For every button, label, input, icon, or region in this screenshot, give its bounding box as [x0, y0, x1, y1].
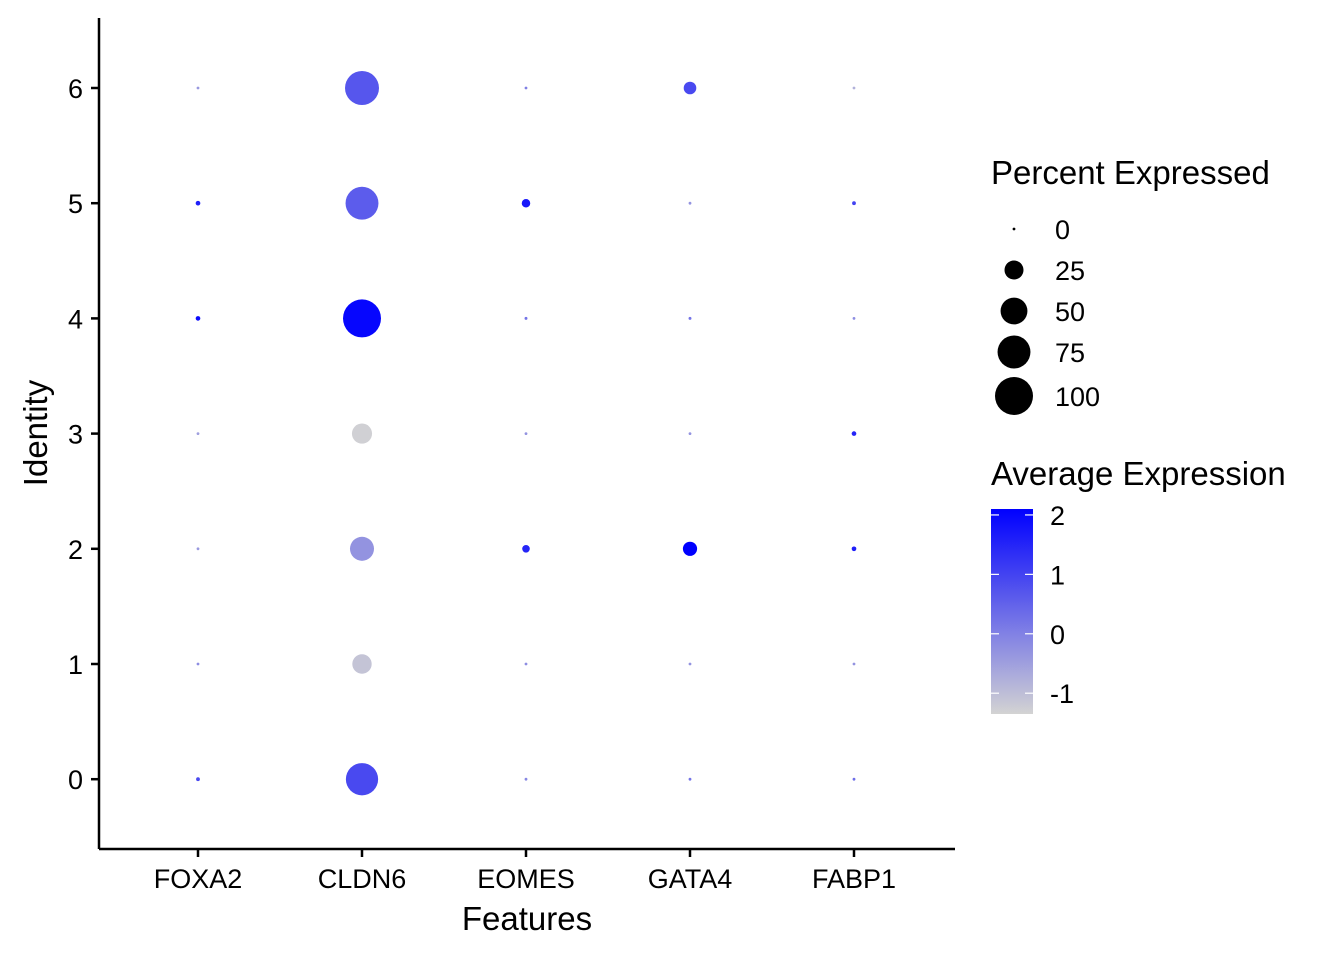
dot-eomes-3 — [524, 432, 528, 435]
y-tick-label: 0 — [68, 765, 83, 795]
y-tick-label: 2 — [68, 535, 83, 565]
dot-foxa2-2 — [196, 547, 200, 551]
dot-gata4-6 — [683, 81, 697, 95]
colorbar-label: 2 — [1050, 501, 1065, 531]
x-tick-label: EOMES — [477, 864, 575, 894]
color-legend-title: Average Expression — [991, 455, 1286, 492]
dot-gata4-3 — [688, 432, 692, 435]
dot-gata4-1 — [688, 662, 692, 666]
dot-eomes-4 — [524, 316, 528, 320]
dot-fabp1-5 — [852, 201, 856, 206]
dot-foxa2-4 — [195, 316, 201, 321]
color-legend: Average Expression 2 1 0 -1 — [991, 455, 1286, 714]
colorbar-label: -1 — [1050, 679, 1074, 709]
dots — [195, 71, 857, 796]
dot-fabp1-1 — [852, 662, 856, 666]
size-legend-label: 75 — [1055, 338, 1085, 368]
dot-eomes-0 — [524, 777, 528, 781]
dot-fabp1-6 — [852, 86, 856, 90]
dot-fabp1-4 — [852, 317, 856, 320]
dot-gata4-5 — [688, 201, 692, 205]
dot-eomes-1 — [524, 662, 528, 666]
dot-fabp1-0 — [852, 777, 856, 781]
size-legend-key — [1000, 297, 1028, 325]
y-tick-label: 1 — [68, 650, 83, 680]
size-legend-title: Percent Expressed — [991, 154, 1270, 191]
x-tick-label: FOXA2 — [154, 864, 243, 894]
dot-eomes-6 — [524, 86, 528, 90]
x-tick-label: CLDN6 — [318, 864, 407, 894]
dot-cldn6-6 — [345, 71, 379, 105]
size-legend-label: 25 — [1055, 256, 1085, 286]
x-axis-title: Features — [462, 900, 592, 937]
dot-gata4-2 — [682, 541, 698, 556]
y-ticks: 0 1 2 3 4 5 6 — [68, 74, 99, 795]
colorbar-label: 1 — [1050, 560, 1065, 590]
x-ticks: FOXA2 CLDN6 EOMES GATA4 FABP1 — [154, 849, 896, 894]
dot-foxa2-0 — [196, 777, 200, 782]
size-legend-key — [995, 377, 1033, 415]
dot-cldn6-0 — [345, 763, 379, 796]
y-tick-label: 4 — [68, 304, 83, 334]
dot-foxa2-1 — [196, 662, 200, 666]
dot-gata4-4 — [688, 316, 692, 320]
size-legend-label: 0 — [1055, 215, 1070, 245]
size-legend-key — [1004, 260, 1024, 280]
x-tick-label: FABP1 — [812, 864, 896, 894]
dot-fabp1-3 — [851, 431, 857, 436]
x-tick-label: GATA4 — [648, 864, 733, 894]
dot-gata4-0 — [688, 777, 692, 781]
size-legend: Percent Expressed 0 25 50 75 100 — [991, 154, 1270, 415]
size-legend-label: 50 — [1055, 297, 1085, 327]
y-tick-label: 5 — [68, 189, 83, 219]
colorbar — [991, 509, 1033, 714]
y-axis-title: Identity — [17, 379, 54, 486]
dot-eomes-2 — [522, 545, 530, 553]
size-legend-key — [1012, 227, 1016, 231]
dot-eomes-5 — [521, 198, 531, 208]
plot-area: 0 1 2 3 4 5 6 FOXA2 CLDN6 EOMES GATA4 FABP1 — [68, 18, 955, 894]
dot-cldn6-2 — [349, 536, 375, 561]
dot-fabp1-2 — [851, 546, 857, 552]
dot-foxa2-5 — [195, 200, 201, 206]
y-tick-label: 3 — [68, 420, 83, 450]
dot-foxa2-6 — [196, 86, 200, 90]
dot-cldn6-3 — [351, 423, 373, 444]
size-legend-label: 100 — [1055, 382, 1100, 412]
dot-foxa2-3 — [196, 432, 200, 435]
size-legend-key — [997, 335, 1031, 369]
colorbar-label: 0 — [1050, 620, 1065, 650]
y-tick-label: 6 — [68, 74, 83, 104]
dot-cldn6-4 — [343, 299, 381, 338]
dot-cldn6-5 — [345, 186, 379, 220]
dot-cldn6-1 — [352, 654, 372, 674]
